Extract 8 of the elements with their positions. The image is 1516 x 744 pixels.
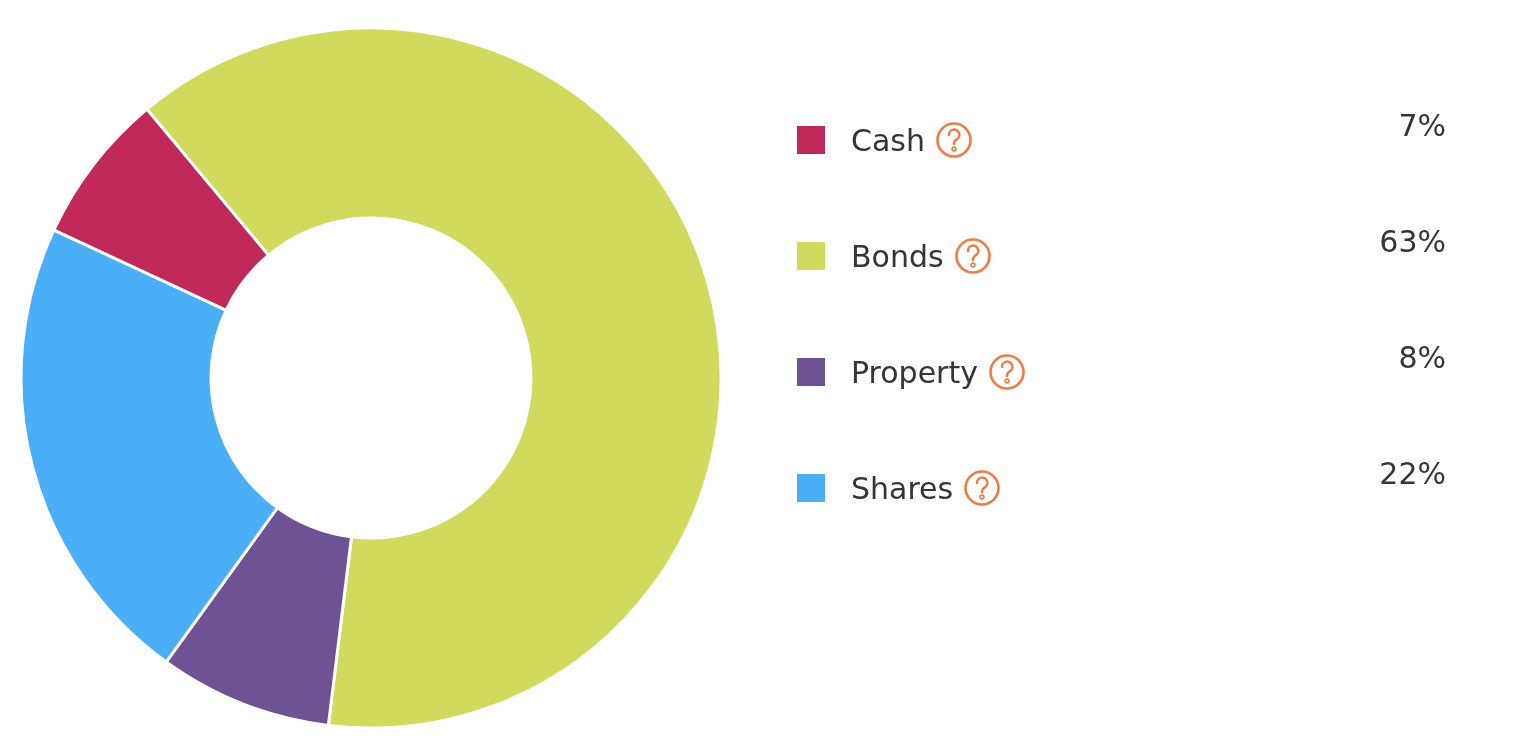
- legend-label: Cash: [851, 122, 925, 158]
- data-label: 7%: [1398, 108, 1446, 143]
- data-label: 22%: [1379, 456, 1446, 491]
- legend-label: Shares: [851, 470, 954, 506]
- legend-label: Bonds: [851, 238, 944, 274]
- data-label: 8%: [1398, 340, 1446, 375]
- data-label: 63%: [1379, 224, 1446, 259]
- legend-label: Property: [851, 354, 978, 390]
